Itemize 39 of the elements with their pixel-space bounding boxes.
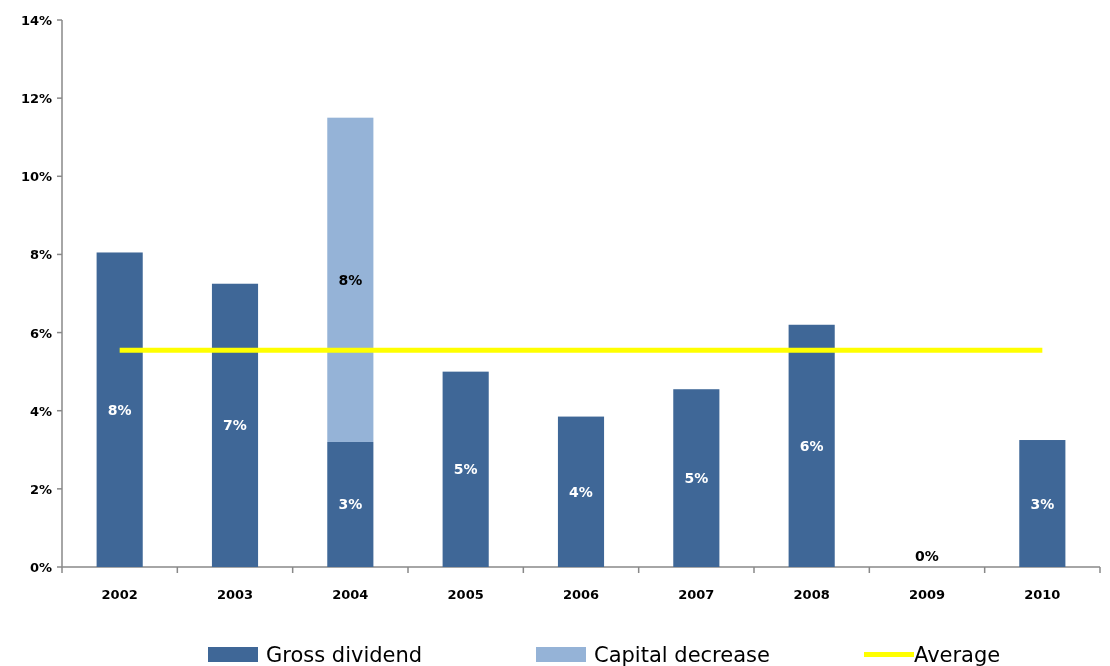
- bar: [96, 252, 143, 567]
- bar: [1019, 440, 1066, 567]
- x-tick-label: 2003: [216, 587, 254, 602]
- y-tick-label: 2%: [29, 481, 52, 497]
- x-tick-label: 2010: [1024, 587, 1061, 602]
- data-label: 3%: [1030, 495, 1055, 512]
- x-tick-label: 2006: [562, 587, 600, 602]
- data-label: 8%: [107, 401, 132, 418]
- x-tick-label: 2009: [908, 587, 946, 602]
- y-tick-label: 8%: [29, 247, 52, 263]
- data-label: 8%: [338, 271, 363, 288]
- x-tick-label: 2005: [447, 587, 484, 602]
- legend-label: Capital decrease: [594, 643, 770, 666]
- y-tick-label: 0%: [29, 560, 52, 575]
- legend-label: Gross dividend: [266, 643, 423, 666]
- y-tick-label: 14%: [20, 13, 52, 28]
- y-tick-label: 6%: [29, 325, 52, 341]
- bar: [442, 371, 489, 567]
- y-tick-label: 4%: [29, 403, 52, 419]
- data-label: 3%: [338, 496, 363, 513]
- x-tick-label: 2004: [332, 587, 369, 602]
- data-label: 7%: [223, 417, 247, 434]
- x-tick-label: 2007: [678, 587, 715, 602]
- y-tick-label: 10%: [20, 169, 52, 185]
- data-label: 5%: [684, 470, 709, 487]
- x-tick-label: 2002: [101, 587, 138, 602]
- data-label: 0%: [915, 548, 939, 564]
- data-label: 6%: [799, 437, 824, 454]
- bar: [211, 283, 259, 567]
- x-tick-label: 2008: [793, 587, 830, 602]
- bar: [327, 441, 374, 567]
- bar: [557, 416, 605, 567]
- bar: [673, 389, 720, 567]
- bar: [327, 117, 374, 442]
- y-tick-label: 12%: [20, 91, 52, 107]
- data-label: 4%: [569, 483, 593, 500]
- data-label: 5%: [453, 461, 478, 478]
- legend-label: Average: [914, 643, 1001, 666]
- bar: [788, 324, 835, 567]
